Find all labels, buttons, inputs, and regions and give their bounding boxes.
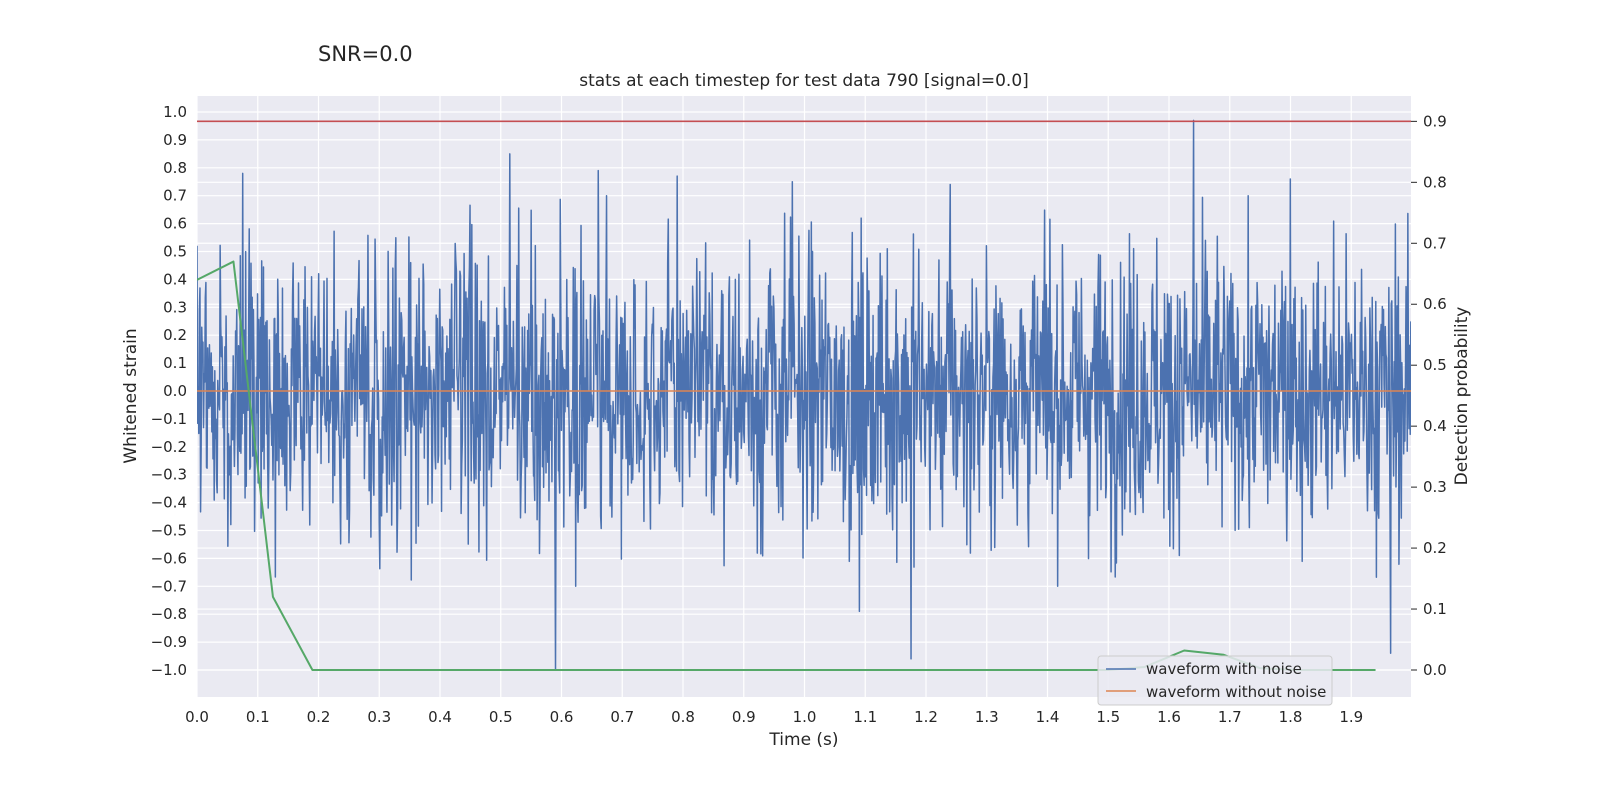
x-tick-label: 1.8 bbox=[1279, 708, 1303, 726]
x-tick-label: 1.2 bbox=[914, 708, 938, 726]
x-tick-label: 1.1 bbox=[853, 708, 877, 726]
x-tick-label: 1.3 bbox=[975, 708, 999, 726]
x-tick-label: 0.3 bbox=[367, 708, 391, 726]
left-y-tick-label: −0.9 bbox=[151, 633, 187, 651]
left-y-tick-label: 0.7 bbox=[163, 187, 187, 205]
series-waveform-with-noise bbox=[197, 119, 1411, 671]
left-y-tick-label: 0.5 bbox=[163, 243, 187, 261]
x-tick-label: 0.9 bbox=[732, 708, 756, 726]
left-y-tick-label: 1.0 bbox=[163, 103, 187, 121]
x-tick-label: 1.0 bbox=[793, 708, 817, 726]
right-y-tick-label: 0.7 bbox=[1423, 234, 1447, 252]
left-y-axis-label: Whitened strain bbox=[121, 328, 141, 463]
left-y-tick-label: −0.8 bbox=[151, 605, 187, 623]
left-y-tick-label: −0.2 bbox=[151, 438, 187, 456]
left-y-tick-labels: 1.0 0.9 0.8 0.7 0.6 0.5 0.4 0.3 0.2 0.1 0.0 −0.1 −0.… bbox=[151, 103, 187, 679]
x-tick-label: 0.0 bbox=[185, 708, 209, 726]
right-y-tick-label: 0.5 bbox=[1423, 356, 1447, 374]
left-y-tick-label: 0.1 bbox=[163, 354, 187, 372]
left-y-tick-label: −0.4 bbox=[151, 494, 187, 512]
left-y-tick-label: −0.5 bbox=[151, 522, 187, 540]
x-tick-label: 0.6 bbox=[550, 708, 574, 726]
x-tick-label: 1.4 bbox=[1036, 708, 1060, 726]
left-y-tick-label: 0.9 bbox=[163, 131, 187, 149]
left-y-tick-label: 0.8 bbox=[163, 159, 187, 177]
left-y-tick-label: 0.0 bbox=[163, 382, 187, 400]
x-tick-label: 0.4 bbox=[428, 708, 452, 726]
legend: waveform with noise waveform without noi… bbox=[1097, 655, 1333, 706]
left-y-tick-label: −0.6 bbox=[151, 549, 187, 567]
x-tick-label: 0.1 bbox=[246, 708, 270, 726]
right-y-tick-label: 0.8 bbox=[1423, 173, 1447, 191]
x-tick-labels: 0.0 0.1 0.2 0.3 0.4 0.5 0.6 0.7 0.8 0.9 1.0 1.1 1.2 1… bbox=[185, 708, 1363, 726]
suptitle: SNR=0.0 bbox=[318, 42, 413, 66]
right-y-tick-label: 0.0 bbox=[1423, 661, 1447, 679]
x-axis-label: Time (s) bbox=[768, 730, 838, 750]
right-y-tick-label: 0.4 bbox=[1423, 417, 1447, 435]
left-y-tick-label: −0.1 bbox=[151, 410, 187, 428]
left-y-tick-label: −0.3 bbox=[151, 466, 187, 484]
legend-label-clean: waveform without noise bbox=[1146, 683, 1326, 701]
right-y-tick-labels: 0.9 0.8 0.7 0.6 0.5 0.4 0.3 0.2 0.1 0.0 bbox=[1411, 112, 1447, 679]
x-tick-label: 0.7 bbox=[610, 708, 634, 726]
x-tick-label: 0.8 bbox=[671, 708, 695, 726]
right-y-tick-label: 0.6 bbox=[1423, 295, 1447, 313]
x-tick-label: 1.5 bbox=[1096, 708, 1120, 726]
right-y-tick-label: 0.2 bbox=[1423, 539, 1447, 557]
left-y-tick-label: −0.7 bbox=[151, 577, 187, 595]
right-y-tick-label: 0.3 bbox=[1423, 478, 1447, 496]
legend-frame bbox=[1097, 655, 1333, 706]
right-y-tick-label: 0.9 bbox=[1423, 112, 1447, 130]
chart-title: stats at each timestep for test data 790… bbox=[579, 71, 1029, 91]
x-tick-label: 1.7 bbox=[1218, 708, 1242, 726]
left-y-tick-label: 0.3 bbox=[163, 298, 187, 316]
left-y-tick-label: 0.2 bbox=[163, 326, 187, 344]
right-y-tick-label: 0.1 bbox=[1423, 600, 1447, 618]
left-y-tick-label: 0.6 bbox=[163, 215, 187, 233]
x-tick-label: 1.6 bbox=[1157, 708, 1181, 726]
left-y-tick-label: 0.4 bbox=[163, 270, 187, 288]
x-tick-label: 1.9 bbox=[1339, 708, 1363, 726]
legend-label-noise: waveform with noise bbox=[1146, 660, 1302, 678]
x-tick-label: 0.2 bbox=[307, 708, 331, 726]
right-y-axis-label: Detection probability bbox=[1452, 307, 1472, 486]
left-y-tick-label: −1.0 bbox=[151, 661, 187, 679]
x-tick-label: 0.5 bbox=[489, 708, 513, 726]
